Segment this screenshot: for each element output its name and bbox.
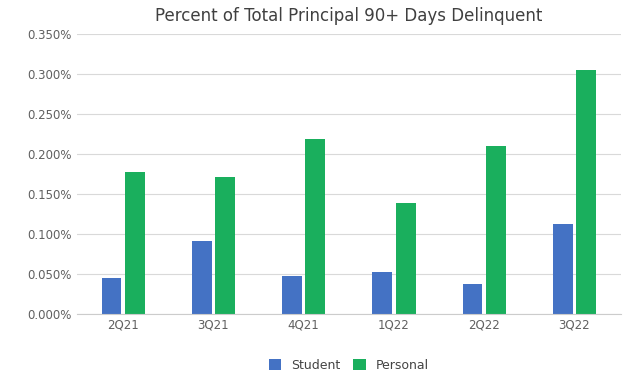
Bar	[576, 70, 596, 314]
Bar	[282, 276, 302, 314]
Bar	[102, 278, 122, 314]
Bar	[215, 177, 235, 314]
Bar	[125, 172, 145, 314]
Legend: Student, Personal: Student, Personal	[264, 354, 434, 377]
Bar	[486, 146, 506, 314]
Bar	[192, 241, 212, 314]
Bar	[305, 139, 325, 314]
Bar	[553, 224, 573, 314]
Bar	[463, 284, 483, 314]
Bar	[396, 203, 415, 314]
Bar	[372, 272, 392, 314]
Title: Percent of Total Principal 90+ Days Delinquent: Percent of Total Principal 90+ Days Deli…	[155, 7, 543, 25]
